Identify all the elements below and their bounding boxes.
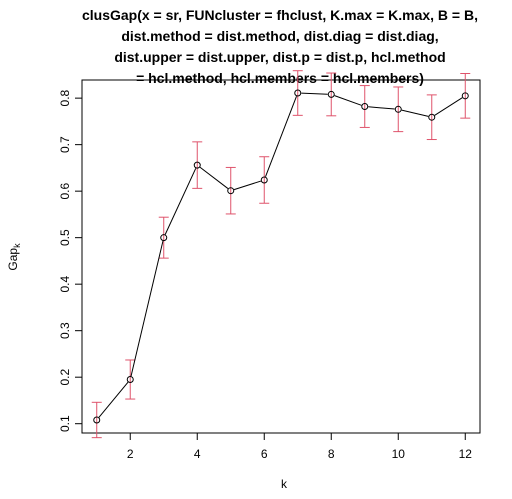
y-tick-label: 0.6 [58, 182, 72, 199]
chart-title-line-2: dist.method = dist.method, dist.diag = d… [121, 28, 438, 44]
data-point [327, 90, 335, 98]
y-tick-label: 0.5 [58, 229, 72, 246]
data-points [93, 89, 469, 424]
series-line-segment [434, 97, 463, 116]
series-line-segment [334, 95, 362, 106]
series-line-segment [401, 109, 429, 117]
y-axis-label-subscript: k [12, 243, 22, 248]
y-axis-label: Gapk [6, 243, 22, 271]
data-point [193, 161, 201, 169]
series-line-group [98, 92, 463, 418]
data-point [260, 176, 268, 184]
series-line-segment [233, 180, 262, 191]
series-line-segment [98, 381, 129, 418]
data-point [394, 105, 402, 113]
series-line-segment [130, 240, 164, 377]
series-line-segment [368, 106, 395, 110]
data-point [361, 103, 369, 111]
data-point [294, 89, 302, 97]
data-point [428, 113, 436, 121]
y-axis-label-main: Gap [6, 248, 20, 271]
data-point [227, 187, 235, 195]
y-axis: 0.1 0.2 0.3 0.4 0.5 0.6 0.7 0.8 [58, 89, 82, 432]
x-tick-label: 10 [392, 447, 406, 461]
x-tick-label: 2 [127, 447, 134, 461]
x-axis-label: k [281, 477, 288, 491]
error-bars [91, 70, 471, 439]
chart-title-line-3: dist.upper = dist.upper, dist.p = dist.p… [114, 49, 445, 65]
data-point [461, 92, 469, 100]
y-tick-label: 0.4 [58, 276, 72, 293]
plot-frame [81, 79, 481, 434]
x-tick-label: 6 [261, 447, 268, 461]
x-axis: 2 4 6 8 10 12 [127, 433, 472, 461]
y-tick-label: 0.8 [58, 89, 72, 106]
series-line-segment [265, 96, 297, 177]
x-tick-label: 4 [194, 447, 201, 461]
y-tick-label: 0.2 [58, 369, 72, 386]
y-tick-label: 0.7 [58, 136, 72, 153]
x-tick-label: 12 [459, 447, 473, 461]
series-line-segment [199, 166, 229, 189]
chart-title-line-4: = hcl.method, hcl.members = hcl.members) [136, 70, 424, 86]
series-line-segment [164, 168, 197, 235]
chart-title-line-1: clusGap(x = sr, FUNcluster = fhclust, K.… [82, 7, 478, 23]
x-tick-label: 8 [328, 447, 335, 461]
y-tick-label: 0.3 [58, 322, 72, 339]
chart-title: clusGap(x = sr, FUNcluster = fhclust, K.… [82, 7, 478, 86]
series-line-segment [301, 92, 328, 95]
data-point [93, 416, 101, 424]
data-point [160, 234, 168, 242]
data-point [126, 376, 134, 384]
y-tick-label: 0.1 [58, 415, 72, 432]
